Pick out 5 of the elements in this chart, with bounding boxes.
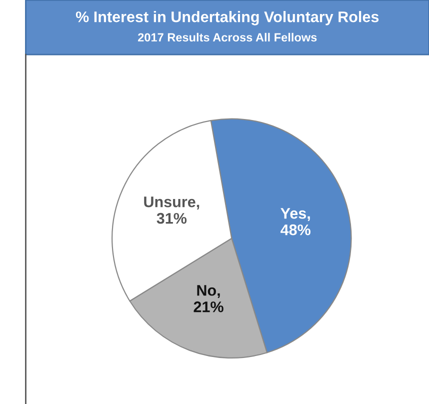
chart-title: % Interest in Undertaking Voluntary Roles (76, 11, 379, 26)
chart-subtitle: 2017 Results Across All Fellows (138, 32, 317, 42)
slice-label: Yes, 48% (280, 208, 310, 236)
slice-label: No, 21% (194, 285, 224, 312)
slice-label: Unsure, 31% (144, 196, 200, 224)
